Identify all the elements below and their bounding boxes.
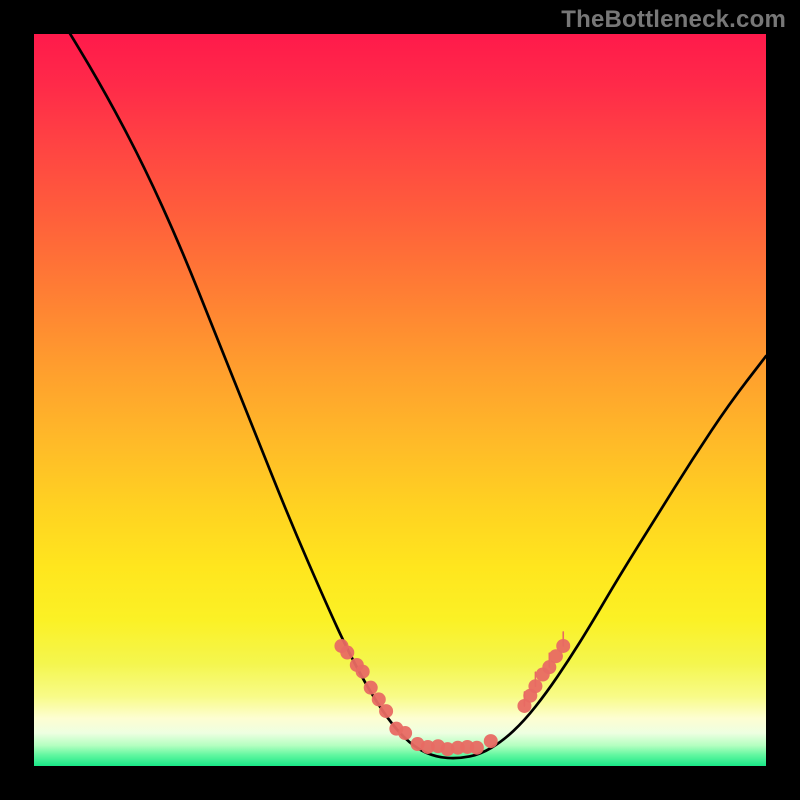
plot-area (34, 34, 766, 766)
plot-svg (34, 34, 766, 766)
scatter-point (379, 704, 393, 718)
scatter-point (398, 726, 412, 740)
scatter-point (470, 741, 484, 755)
scatter-point (556, 639, 570, 653)
watermark-text: TheBottleneck.com (561, 6, 786, 34)
scatter-point (340, 646, 354, 660)
scatter-point (484, 734, 498, 748)
gradient-background (34, 34, 766, 766)
scatter-point (372, 692, 386, 706)
scatter-point (528, 679, 542, 693)
scatter-point (364, 681, 378, 695)
stage: TheBottleneck.com (0, 0, 800, 800)
scatter-point (356, 665, 370, 679)
